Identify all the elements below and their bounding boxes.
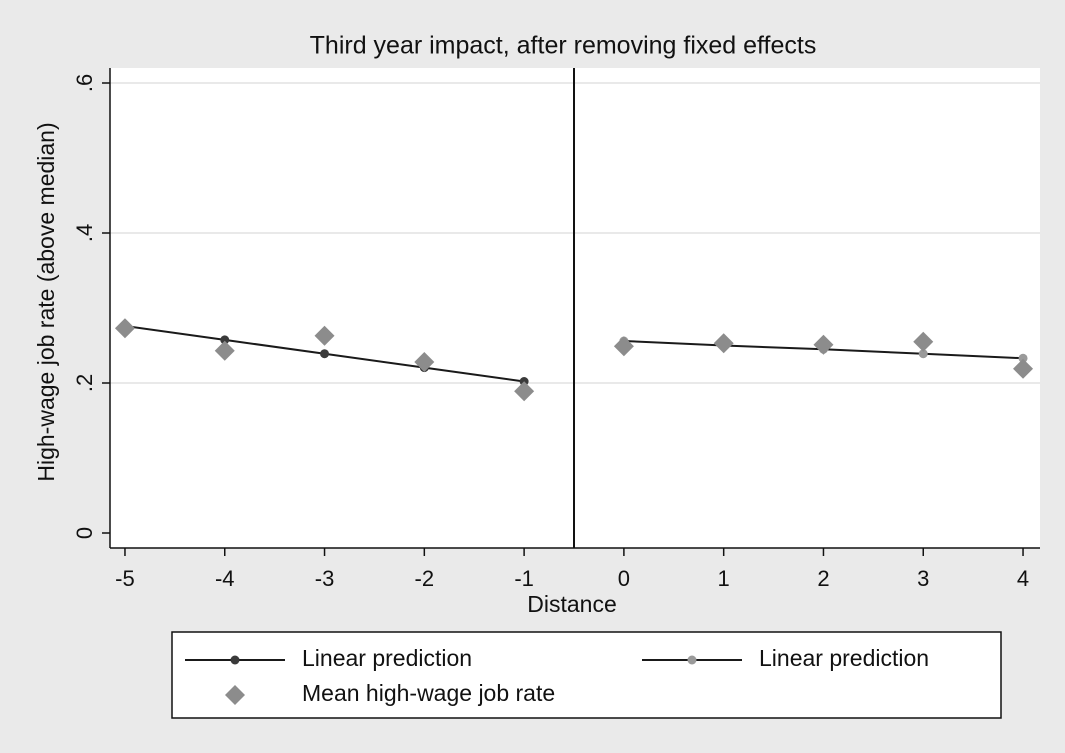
mean-marker: [114, 318, 135, 339]
mean-marker: [414, 352, 435, 372]
legend-label: Linear prediction: [759, 645, 929, 671]
x-tick-label: -2: [415, 566, 435, 591]
prediction-point: [220, 335, 230, 345]
y-axis-title: High-wage job rate (above median): [33, 122, 59, 481]
x-tick-label: -4: [215, 566, 235, 591]
mean-marker: [613, 336, 634, 357]
mean-marker: [214, 340, 235, 361]
mean-marker: [813, 334, 834, 355]
x-tick-label: -5: [115, 566, 135, 591]
mean-marker: [713, 333, 734, 354]
y-tick-label: .2: [72, 374, 97, 392]
y-tick-label: .4: [72, 224, 97, 242]
legend-box: [171, 631, 1002, 719]
prediction-point: [320, 349, 330, 359]
legend-marker: [687, 655, 697, 665]
mean-marker: [1013, 358, 1034, 379]
mean-marker: [913, 331, 934, 352]
x-tick-label: 3: [917, 566, 929, 591]
x-tick-label: 4: [1017, 566, 1029, 591]
legend-marker: [230, 655, 240, 665]
prediction-point: [918, 349, 928, 359]
x-axis-title: Distance: [527, 591, 616, 617]
chart-title: Third year impact, after removing fixed …: [310, 32, 817, 60]
x-tick-label: -3: [315, 566, 335, 591]
legend-marker: [225, 685, 245, 705]
x-tick-label: -1: [514, 566, 534, 591]
x-tick-label: 0: [618, 566, 630, 591]
legend-label: Linear prediction: [302, 645, 472, 671]
x-tick-label: 2: [817, 566, 829, 591]
mean-marker: [314, 325, 335, 346]
legend-label: Mean high-wage job rate: [302, 680, 555, 706]
x-tick-label: 1: [718, 566, 730, 591]
y-tick-label: 0: [72, 527, 97, 539]
y-tick-label: .6: [72, 74, 97, 92]
prediction-point: [1018, 353, 1028, 363]
mean-marker: [514, 381, 535, 402]
